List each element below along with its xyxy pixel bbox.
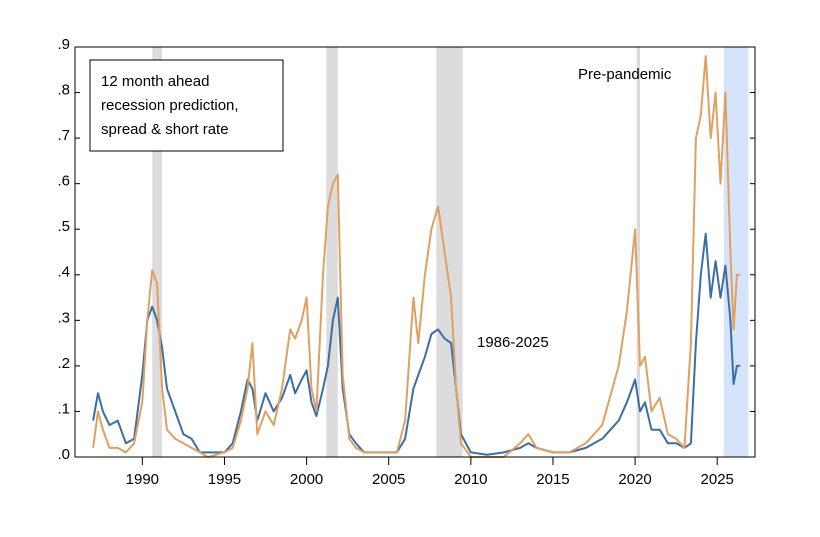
x-tick-label: 2020 bbox=[618, 471, 651, 488]
x-tick-label: 2015 bbox=[536, 471, 569, 488]
y-tick-label: .0 bbox=[57, 446, 70, 463]
recession-shade bbox=[326, 47, 338, 457]
x-tick-label: 2010 bbox=[454, 471, 487, 488]
y-tick-label: .7 bbox=[57, 127, 70, 144]
annotation-line: 12 month ahead bbox=[101, 73, 209, 90]
y-tick-label: .4 bbox=[57, 264, 70, 281]
y-tick-label: .1 bbox=[57, 400, 70, 417]
y-tick-label: .2 bbox=[57, 355, 70, 372]
x-tick-label: 2025 bbox=[701, 471, 734, 488]
annotation-line: recession prediction, bbox=[101, 97, 239, 114]
annotation-box bbox=[89, 59, 284, 152]
x-tick-label: 1995 bbox=[208, 471, 241, 488]
series-label: 1986-2025 bbox=[477, 334, 549, 351]
plot-frame bbox=[74, 46, 756, 458]
y-tick-label: .6 bbox=[57, 173, 70, 190]
annotation-line: spread & short rate bbox=[101, 121, 229, 138]
y-tick-label: .8 bbox=[57, 82, 70, 99]
x-tick-label: 2005 bbox=[372, 471, 405, 488]
x-tick-label: 2000 bbox=[290, 471, 323, 488]
y-tick-label: .9 bbox=[57, 36, 70, 53]
recession-shade bbox=[436, 47, 463, 457]
forecast-shade bbox=[723, 47, 749, 457]
x-tick-label: 1990 bbox=[126, 471, 159, 488]
y-tick-label: .3 bbox=[57, 309, 70, 326]
series-line bbox=[92, 55, 741, 458]
recession-shade bbox=[636, 47, 641, 457]
recession-shade bbox=[152, 47, 163, 457]
series-label: Pre-pandemic bbox=[578, 66, 672, 83]
y-tick-label: .5 bbox=[57, 218, 70, 235]
